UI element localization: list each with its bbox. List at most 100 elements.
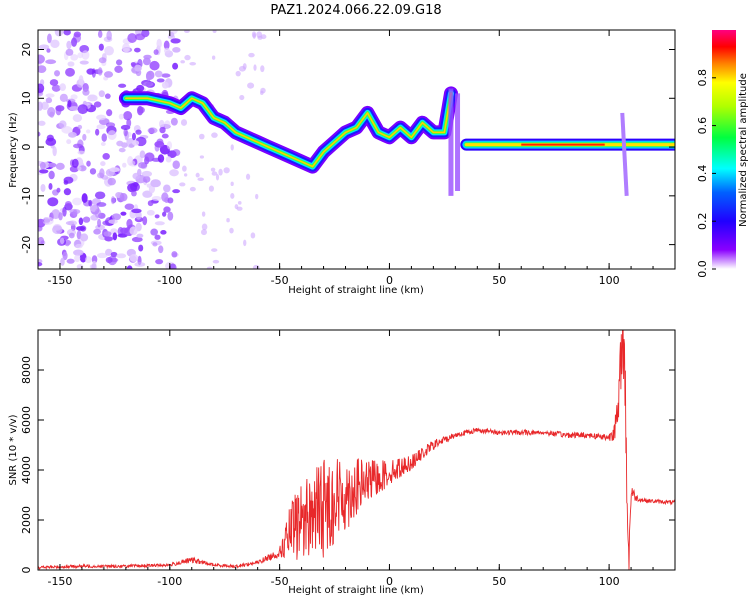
noise-blob	[94, 191, 106, 200]
noise-blob	[230, 193, 235, 199]
noise-blob	[150, 179, 161, 188]
top-xlabel: Height of straight line (km)	[288, 285, 424, 296]
noise-blob	[98, 90, 105, 98]
noise-blob	[91, 255, 98, 264]
noise-blob	[131, 190, 137, 197]
noise-blob	[159, 126, 166, 134]
noise-blob	[223, 167, 230, 174]
noise-blob	[250, 232, 256, 239]
noise-blob	[40, 101, 49, 110]
noise-blob	[159, 119, 165, 129]
noise-blob	[68, 232, 75, 239]
noise-blob	[147, 127, 158, 134]
noise-blob	[172, 62, 179, 70]
x-tick-label: 50	[492, 575, 506, 588]
noise-blob	[142, 190, 153, 198]
noise-blob	[161, 192, 169, 202]
noise-blob	[51, 84, 61, 92]
noise-blob	[65, 48, 74, 56]
flat-band	[460, 112, 675, 196]
noise-blob	[38, 65, 47, 73]
noise-blob	[104, 236, 113, 242]
noise-blob	[69, 208, 81, 215]
noise-blob	[54, 30, 64, 37]
noise-blob	[66, 258, 75, 264]
noise-blob	[115, 59, 123, 66]
noise-blob	[100, 161, 106, 167]
noise-blob	[131, 236, 143, 243]
noise-blob	[59, 237, 65, 245]
noise-blob	[260, 87, 266, 94]
noise-blob	[170, 38, 181, 44]
noise-blob	[45, 59, 57, 65]
bottom-plot-frame	[37, 329, 676, 571]
noise-blob	[82, 216, 91, 223]
noise-blob	[96, 202, 107, 207]
noise-blob	[129, 253, 139, 262]
noise-blob	[260, 65, 265, 73]
noise-blob	[130, 160, 136, 166]
x-tick-label: -100	[157, 274, 182, 287]
noise-blob	[131, 208, 142, 214]
noise-blob	[77, 166, 82, 171]
noise-blob	[70, 54, 79, 61]
x-tick-label: 100	[599, 575, 620, 588]
snr-panel: -150 -100 -50 0 50 100 0 2000 4000 6000 8000 Heigh…	[8, 329, 676, 596]
noise-blob	[212, 259, 220, 264]
cb-tick-label: 0.4	[696, 165, 709, 183]
band-spike	[620, 112, 629, 196]
noise-blob	[212, 30, 217, 33]
cb-tick-label: 0.6	[696, 117, 709, 135]
noise-blob	[156, 38, 162, 49]
noise-blob	[62, 251, 68, 261]
noise-blob	[234, 204, 239, 210]
noise-blob	[65, 67, 75, 77]
noise-blob	[67, 100, 72, 108]
noise-blob	[122, 162, 127, 168]
noise-blob	[161, 81, 169, 89]
noise-blob	[164, 47, 171, 54]
noise-blob	[96, 114, 107, 121]
noise-blob	[172, 189, 181, 194]
noise-blob	[91, 68, 96, 78]
top-ylabel: Frequency (Hz)	[8, 112, 19, 188]
noise-blob	[146, 209, 155, 216]
noise-blob	[88, 94, 96, 100]
noise-blob	[76, 226, 86, 231]
noise-blob	[47, 197, 59, 207]
noise-blob	[63, 188, 72, 196]
noise-blob	[43, 216, 54, 225]
noise-blob	[118, 83, 127, 88]
noise-blob	[165, 156, 172, 163]
colorbar-ticks: 0.0 0.2 0.4 0.6 0.8	[696, 69, 716, 278]
y-tick-label: 8000	[20, 356, 33, 384]
noise-blob	[71, 158, 79, 168]
noise-blob	[199, 155, 205, 159]
noise-blob	[200, 229, 207, 236]
y-tick-label: 10	[20, 91, 33, 105]
noise-blob	[103, 71, 114, 78]
noise-blob	[242, 63, 247, 70]
noise-blob	[160, 230, 167, 235]
noise-blob	[108, 219, 118, 224]
noise-blob	[156, 78, 165, 83]
noise-blob	[116, 253, 127, 259]
noise-blob	[63, 30, 71, 36]
noise-blob	[52, 225, 63, 235]
x-tick-label: -50	[271, 575, 289, 588]
noise-blob	[184, 54, 191, 61]
noise-blob	[132, 140, 140, 146]
noise-blob	[134, 262, 146, 267]
noise-blob	[161, 133, 169, 139]
noise-blob	[124, 203, 135, 210]
noise-blob	[172, 47, 181, 53]
noise-blob	[154, 234, 161, 240]
noise-blob	[97, 218, 102, 228]
noise-blob	[82, 88, 90, 96]
noise-blob	[55, 105, 65, 112]
noise-blob	[119, 192, 128, 202]
noise-blob	[134, 47, 141, 53]
noise-blob	[65, 201, 72, 207]
noise-blob	[211, 55, 216, 60]
